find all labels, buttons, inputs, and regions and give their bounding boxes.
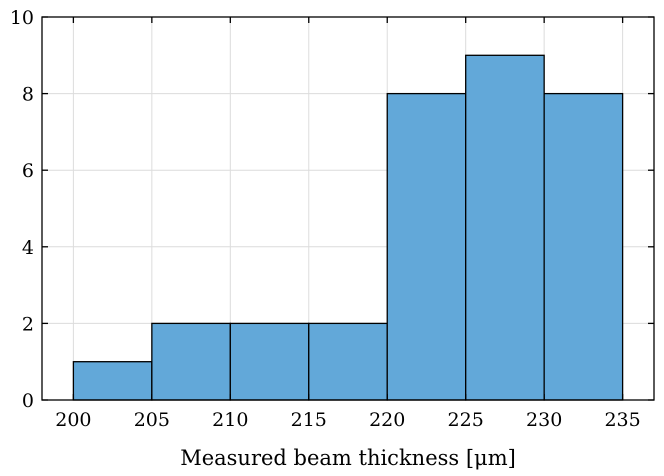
bar-220-225	[386, 92, 467, 401]
plot-frame	[41, 16, 655, 401]
y-tick-label-6: 6	[22, 160, 34, 182]
x-tick-label-200: 200	[55, 409, 91, 431]
y-tick-label-10: 10	[10, 7, 34, 29]
bar-205-210	[151, 322, 231, 401]
x-tick-label-215: 215	[291, 409, 327, 431]
x-axis-label: Measured beam thickness [μm]	[180, 446, 516, 470]
x-tick-label-225: 225	[448, 409, 484, 431]
x-tick-label-230: 230	[526, 409, 562, 431]
bar-200-205	[72, 361, 153, 401]
x-tick-label-210: 210	[212, 409, 248, 431]
y-tick-label-8: 8	[22, 84, 34, 106]
x-tick-label-220: 220	[369, 409, 405, 431]
bar-210-215	[229, 322, 310, 401]
bar-215-220	[308, 322, 388, 401]
histogram-bars	[72, 54, 624, 401]
y-tick-labels: 0 2 4 6 8 10	[10, 7, 34, 412]
x-tick-labels: 200 205 210 215 220 225 230 235	[55, 409, 640, 431]
bar-230-235	[543, 92, 624, 401]
x-tick-label-205: 205	[134, 409, 170, 431]
bar-225-230	[465, 54, 545, 401]
y-tick-label-2: 2	[22, 313, 34, 335]
tick-marks	[42, 16, 654, 401]
x-tick-label-235: 235	[604, 409, 640, 431]
y-tick-label-4: 4	[22, 237, 34, 259]
y-tick-label-0: 0	[22, 390, 34, 412]
